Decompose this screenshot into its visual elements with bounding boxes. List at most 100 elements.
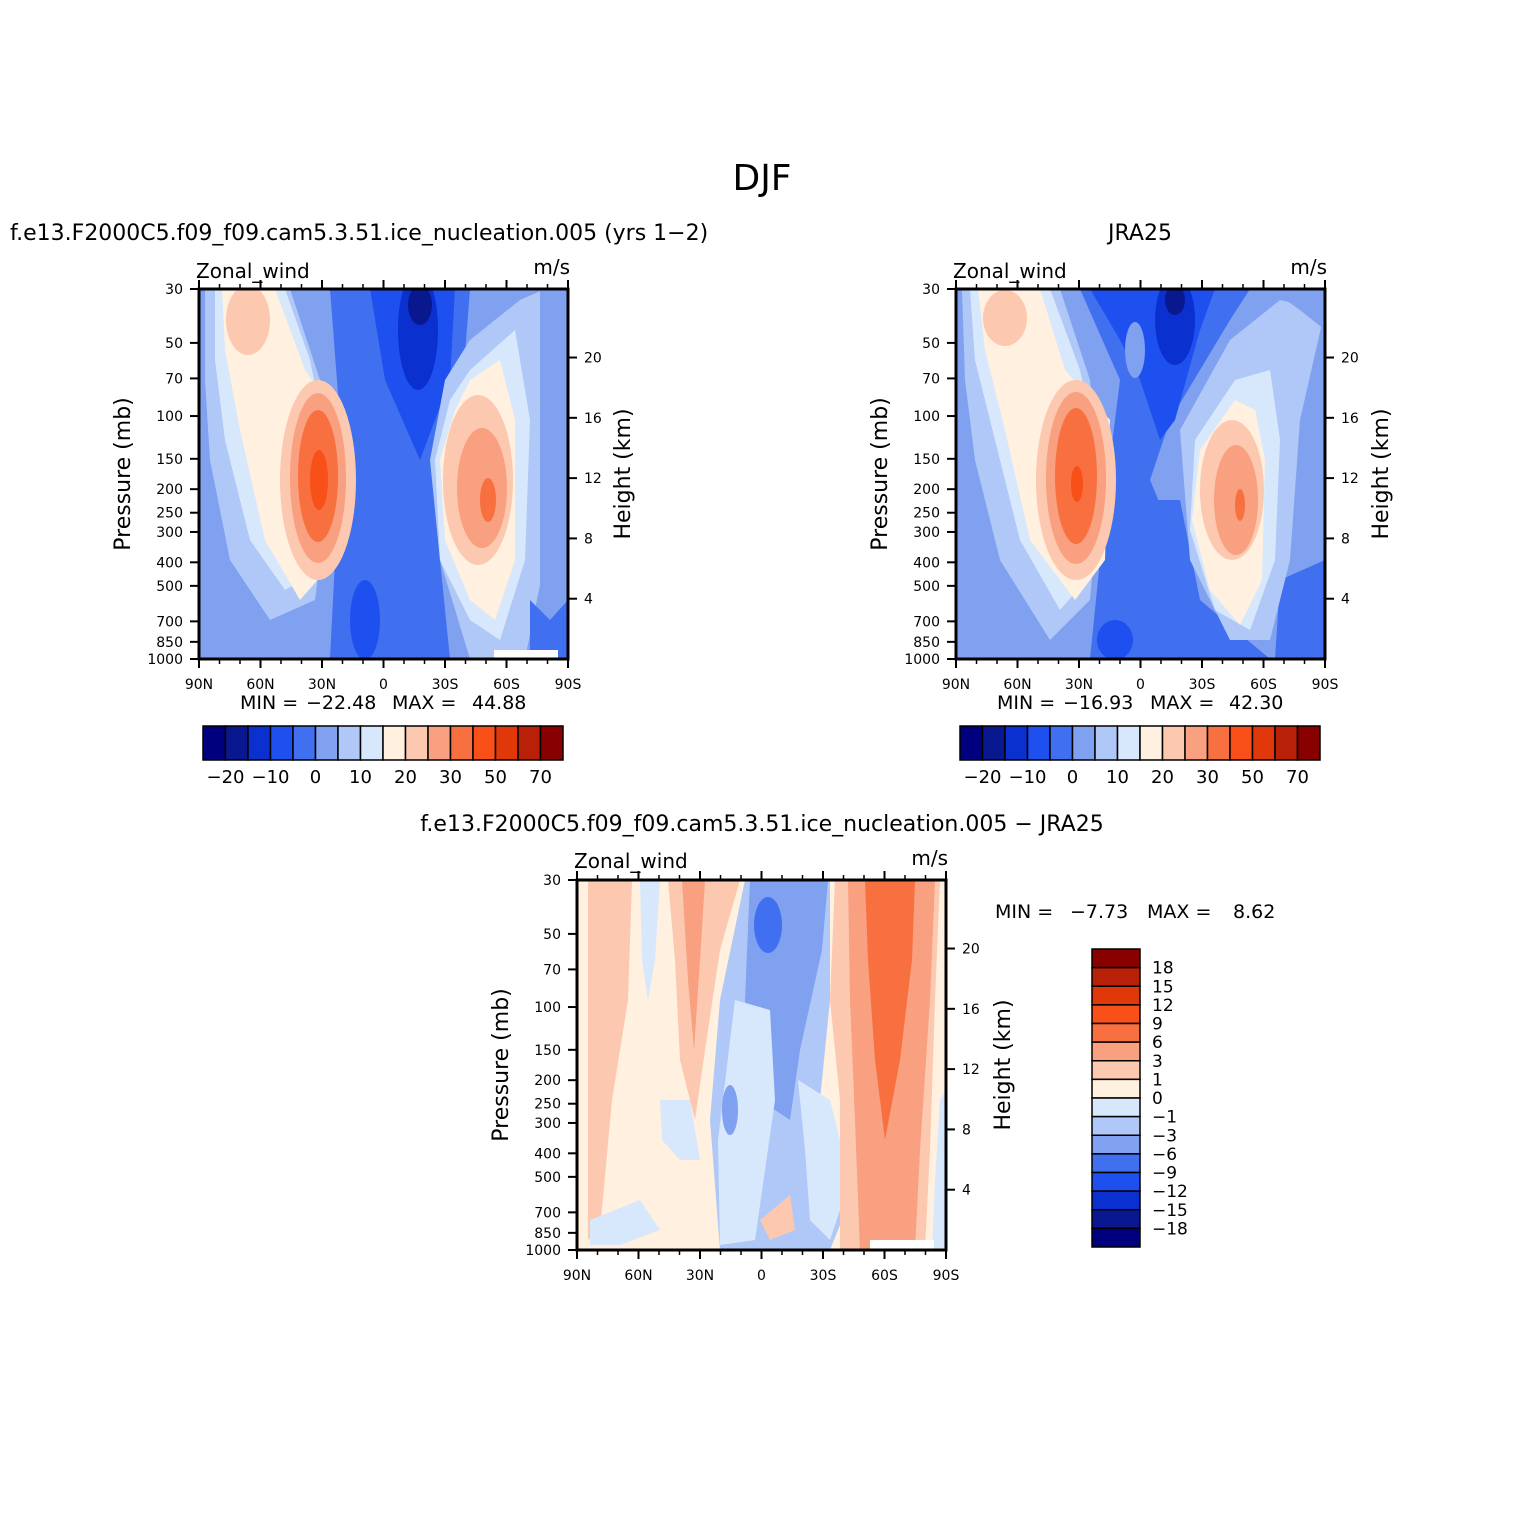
height-tick-label: 12 xyxy=(962,1062,980,1078)
colorbar-label: −10 xyxy=(252,767,290,788)
panel-diff-field xyxy=(577,880,946,1250)
colorbar-swatch xyxy=(1004,725,1029,761)
colorbar-swatch xyxy=(959,725,984,761)
colorbar-label: −15 xyxy=(1152,1201,1188,1221)
height-tick-label: 8 xyxy=(1341,531,1350,547)
pressure-tick-label: 500 xyxy=(534,1170,561,1186)
pressure-tick-label: 850 xyxy=(534,1226,561,1242)
colorbar-swatch xyxy=(1229,725,1254,761)
panel-obs-min-label: MIN = xyxy=(997,692,1055,714)
colorbar-label: −3 xyxy=(1152,1126,1177,1146)
pressure-tick-label: 200 xyxy=(156,482,183,498)
colorbar-swatch xyxy=(981,725,1006,761)
colorbar-swatch xyxy=(1091,1004,1141,1025)
pressure-tick-label: 100 xyxy=(534,1000,561,1016)
pressure-tick-label: 30 xyxy=(922,282,940,298)
colorbar-swatch xyxy=(359,725,384,761)
pressure-tick-label: 300 xyxy=(534,1116,561,1132)
colorbar-label: 0 xyxy=(1067,767,1078,788)
panel-model-units: m/s xyxy=(533,255,570,279)
lat-tick-label: 0 xyxy=(757,1268,766,1284)
height-tick-label: 16 xyxy=(962,1002,980,1018)
colorbar-swatch xyxy=(1091,966,1141,987)
pressure-tick-label: 70 xyxy=(165,371,183,387)
panel-obs-axes: 3050701001502002503004005007008501000481… xyxy=(904,280,1359,693)
panel-model-min-label: MIN = xyxy=(240,692,298,714)
colorbar-label: 15 xyxy=(1152,977,1174,997)
colorbar-label: −1 xyxy=(1152,1108,1177,1128)
colorbar-swatch xyxy=(1091,1190,1141,1211)
colorbar-swatch xyxy=(449,725,474,761)
pressure-tick-label: 700 xyxy=(913,614,940,630)
lat-tick-label: 30N xyxy=(308,677,336,693)
colorbar-label: 70 xyxy=(529,767,552,788)
lat-tick-label: 60S xyxy=(493,677,520,693)
panel-obs-title: JRA25 xyxy=(1106,221,1172,246)
pressure-tick-label: 500 xyxy=(913,579,940,595)
colorbar-swatch xyxy=(427,725,452,761)
colorbar-swatch xyxy=(1091,1171,1141,1192)
height-tick-label: 8 xyxy=(962,1122,971,1138)
colorbar-swatch xyxy=(269,725,294,761)
pressure-tick-label: 400 xyxy=(156,555,183,571)
pressure-tick-label: 1000 xyxy=(525,1243,561,1259)
panel-model-title: f.e13.F2000C5.f09_f09.cam5.3.51.ice_nucl… xyxy=(10,221,708,246)
colorbar-swatch xyxy=(1274,725,1299,761)
panel-model-max-value: 44.88 xyxy=(472,692,526,714)
colorbar-label: 10 xyxy=(349,767,372,788)
colorbar-swatch xyxy=(1049,725,1074,761)
lat-tick-label: 0 xyxy=(1136,677,1145,693)
pressure-tick-label: 50 xyxy=(165,336,183,352)
colorbar-label: −10 xyxy=(1009,767,1047,788)
pressure-tick-label: 150 xyxy=(534,1043,561,1059)
panel-model-variable: Zonal_wind xyxy=(196,259,310,283)
lat-tick-label: 90S xyxy=(555,677,582,693)
pressure-tick-label: 30 xyxy=(165,282,183,298)
panel-obs-max-value: 42.30 xyxy=(1229,692,1283,714)
pressure-tick-label: 250 xyxy=(534,1097,561,1113)
pressure-tick-label: 250 xyxy=(913,506,940,522)
panel-model-min-value: −22.48 xyxy=(306,692,376,714)
colorbar-swatch xyxy=(1091,1078,1141,1099)
panel-model-field xyxy=(199,289,568,659)
lat-tick-label: 90N xyxy=(185,677,213,693)
colorbar-swatch xyxy=(494,725,519,761)
pressure-tick-label: 30 xyxy=(543,873,561,889)
pressure-tick-label: 250 xyxy=(156,506,183,522)
panel-diff-max-label: MAX = xyxy=(1147,901,1211,923)
lat-tick-label: 60S xyxy=(871,1268,898,1284)
lat-tick-label: 90N xyxy=(563,1268,591,1284)
colorbar-swatch xyxy=(1091,948,1141,969)
panel-diff-min-value: −7.73 xyxy=(1070,901,1128,923)
colorbar-label: −9 xyxy=(1152,1164,1177,1184)
lat-tick-label: 60N xyxy=(246,677,274,693)
panel-obs-colorbar: −20 −10 0 10 20 30 50 70 xyxy=(959,725,1321,788)
colorbar-swatch xyxy=(1091,1097,1141,1118)
pressure-tick-label: 50 xyxy=(922,336,940,352)
colorbar-label: 18 xyxy=(1152,959,1174,979)
colorbar-label: 20 xyxy=(394,767,417,788)
height-tick-label: 4 xyxy=(1341,592,1350,608)
colorbar-swatch xyxy=(1091,1115,1141,1136)
pressure-tick-label: 100 xyxy=(913,409,940,425)
panel-diff-ylabel: Pressure (mb) xyxy=(489,988,514,1142)
pressure-tick-label: 1000 xyxy=(904,652,940,668)
lat-tick-label: 60S xyxy=(1250,677,1277,693)
colorbar-swatch xyxy=(1091,1041,1141,1062)
colorbar-swatch xyxy=(539,725,564,761)
colorbar-swatch xyxy=(337,725,362,761)
colorbar-label: 3 xyxy=(1152,1052,1163,1072)
panel-diff-axes: 3050701001502002503004005007008501000481… xyxy=(525,871,980,1284)
colorbar-swatch xyxy=(1206,725,1231,761)
pressure-tick-label: 300 xyxy=(156,525,183,541)
lat-tick-label: 90N xyxy=(942,677,970,693)
pressure-tick-label: 850 xyxy=(913,635,940,651)
colorbar-label: 20 xyxy=(1151,767,1174,788)
lat-tick-label: 60N xyxy=(624,1268,652,1284)
panel-obs-max-label: MAX = xyxy=(1150,692,1214,714)
pressure-tick-label: 50 xyxy=(543,927,561,943)
colorbar-swatch xyxy=(1091,1022,1141,1043)
pressure-tick-label: 100 xyxy=(156,409,183,425)
colorbar-swatch xyxy=(314,725,339,761)
